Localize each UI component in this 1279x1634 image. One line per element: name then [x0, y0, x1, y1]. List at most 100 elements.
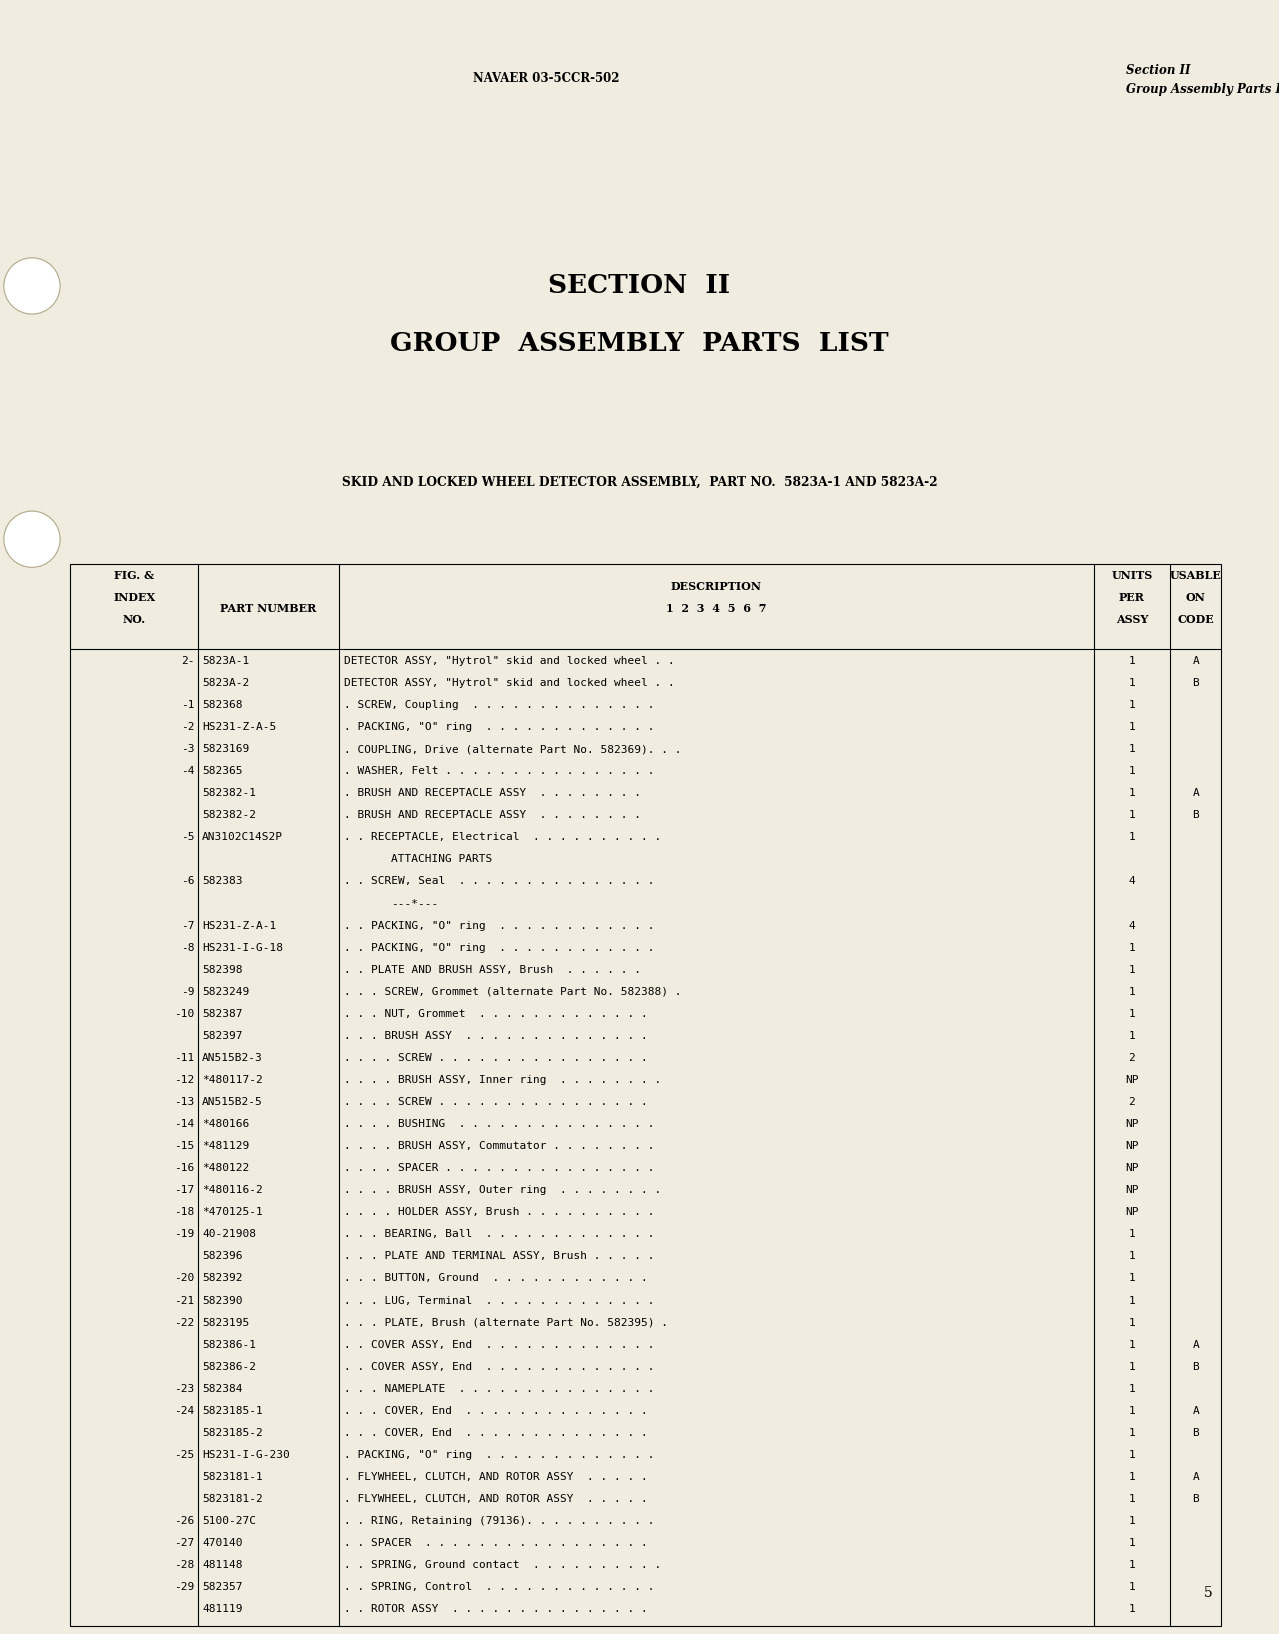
Text: . . . PLATE, Brush (alternate Part No. 582395) .: . . . PLATE, Brush (alternate Part No. 5… — [344, 1317, 668, 1327]
Text: -11: -11 — [174, 1052, 194, 1062]
Circle shape — [4, 511, 60, 567]
Text: 582396: 582396 — [202, 1252, 243, 1261]
Text: 1: 1 — [1128, 1605, 1136, 1614]
Text: 582386-2: 582386-2 — [202, 1361, 256, 1371]
Text: 1: 1 — [1128, 1405, 1136, 1415]
Text: 1: 1 — [1128, 1317, 1136, 1327]
Text: 582397: 582397 — [202, 1031, 243, 1041]
Text: 470140: 470140 — [202, 1538, 243, 1547]
Text: 1  2  3  4  5  6  7: 1 2 3 4 5 6 7 — [666, 603, 766, 614]
Text: -14: -14 — [174, 1119, 194, 1129]
Text: -4: -4 — [180, 766, 194, 776]
Text: 1: 1 — [1128, 1384, 1136, 1394]
Text: 5: 5 — [1205, 1587, 1212, 1600]
Text: 4: 4 — [1128, 920, 1136, 930]
Text: 1: 1 — [1128, 1538, 1136, 1547]
Text: DESCRIPTION: DESCRIPTION — [670, 582, 762, 592]
Text: . SCREW, Coupling  . . . . . . . . . . . . . .: . SCREW, Coupling . . . . . . . . . . . … — [344, 699, 655, 709]
Text: . COUPLING, Drive (alternate Part No. 582369). . .: . COUPLING, Drive (alternate Part No. 58… — [344, 743, 682, 753]
Text: -1: -1 — [180, 699, 194, 709]
Text: 1: 1 — [1128, 1273, 1136, 1283]
Text: -28: -28 — [174, 1560, 194, 1570]
Text: . . RING, Retaining (79136). . . . . . . . . .: . . RING, Retaining (79136). . . . . . .… — [344, 1516, 655, 1526]
Text: . . RECEPTACLE, Electrical  . . . . . . . . . .: . . RECEPTACLE, Electrical . . . . . . .… — [344, 832, 661, 842]
Text: -24: -24 — [174, 1405, 194, 1415]
Text: 2: 2 — [1128, 1096, 1136, 1106]
Text: A: A — [1192, 788, 1200, 797]
Text: 582386-1: 582386-1 — [202, 1340, 256, 1350]
Text: -27: -27 — [174, 1538, 194, 1547]
Text: -12: -12 — [174, 1075, 194, 1085]
Text: . . . COVER, End  . . . . . . . . . . . . . .: . . . COVER, End . . . . . . . . . . . .… — [344, 1405, 647, 1415]
Text: NP: NP — [1126, 1119, 1138, 1129]
Text: -2: -2 — [180, 722, 194, 732]
Text: *470125-1: *470125-1 — [202, 1208, 263, 1217]
Text: NP: NP — [1126, 1075, 1138, 1085]
Text: 40-21908: 40-21908 — [202, 1229, 256, 1239]
Text: -25: -25 — [174, 1449, 194, 1459]
Text: 1: 1 — [1128, 1560, 1136, 1570]
Text: NP: NP — [1126, 1141, 1138, 1150]
Text: 582382-2: 582382-2 — [202, 810, 256, 820]
Text: 1: 1 — [1128, 987, 1136, 997]
Text: . FLYWHEEL, CLUTCH, AND ROTOR ASSY  . . . . .: . FLYWHEEL, CLUTCH, AND ROTOR ASSY . . .… — [344, 1472, 647, 1482]
Text: 582357: 582357 — [202, 1582, 243, 1592]
Text: -9: -9 — [180, 987, 194, 997]
Text: . . SCREW, Seal  . . . . . . . . . . . . . . .: . . SCREW, Seal . . . . . . . . . . . . … — [344, 876, 655, 886]
Text: 5823A-1: 5823A-1 — [202, 655, 249, 665]
Text: 582383: 582383 — [202, 876, 243, 886]
Text: B: B — [1192, 1493, 1200, 1503]
Text: HS231-I-G-18: HS231-I-G-18 — [202, 943, 283, 953]
Text: 5823249: 5823249 — [202, 987, 249, 997]
Text: 481119: 481119 — [202, 1605, 243, 1614]
Text: 582365: 582365 — [202, 766, 243, 776]
Text: 1: 1 — [1128, 1229, 1136, 1239]
Text: 1: 1 — [1128, 1582, 1136, 1592]
Text: . . . BEARING, Ball  . . . . . . . . . . . . .: . . . BEARING, Ball . . . . . . . . . . … — [344, 1229, 655, 1239]
Text: . . SPACER  . . . . . . . . . . . . . . . . .: . . SPACER . . . . . . . . . . . . . . .… — [344, 1538, 647, 1547]
Text: 2-: 2- — [180, 655, 194, 665]
Text: -7: -7 — [180, 920, 194, 930]
Text: . . . . SCREW . . . . . . . . . . . . . . . .: . . . . SCREW . . . . . . . . . . . . . … — [344, 1096, 647, 1106]
Text: 1: 1 — [1128, 1252, 1136, 1261]
Text: -3: -3 — [180, 743, 194, 753]
Text: 1: 1 — [1128, 722, 1136, 732]
Text: SKID AND LOCKED WHEEL DETECTOR ASSEMBLY,  PART NO.  5823A-1 AND 5823A-2: SKID AND LOCKED WHEEL DETECTOR ASSEMBLY,… — [341, 475, 938, 489]
Text: 5823169: 5823169 — [202, 743, 249, 753]
Text: NP: NP — [1126, 1208, 1138, 1217]
Text: A: A — [1192, 1405, 1200, 1415]
Text: . . . SCREW, Grommet (alternate Part No. 582388) .: . . . SCREW, Grommet (alternate Part No.… — [344, 987, 682, 997]
Text: ---*---: ---*--- — [391, 899, 439, 909]
Text: . . PACKING, "O" ring  . . . . . . . . . . . .: . . PACKING, "O" ring . . . . . . . . . … — [344, 920, 655, 930]
Text: PART NUMBER: PART NUMBER — [220, 603, 317, 614]
Text: . . SPRING, Control  . . . . . . . . . . . . .: . . SPRING, Control . . . . . . . . . . … — [344, 1582, 655, 1592]
Text: NP: NP — [1126, 1185, 1138, 1194]
Text: FIG. &: FIG. & — [114, 570, 155, 580]
Text: NP: NP — [1126, 1163, 1138, 1173]
Text: 1: 1 — [1128, 699, 1136, 709]
Text: 1: 1 — [1128, 1031, 1136, 1041]
Text: . . PACKING, "O" ring  . . . . . . . . . . . .: . . PACKING, "O" ring . . . . . . . . . … — [344, 943, 655, 953]
Text: -18: -18 — [174, 1208, 194, 1217]
Text: 582368: 582368 — [202, 699, 243, 709]
Text: . PACKING, "O" ring  . . . . . . . . . . . . .: . PACKING, "O" ring . . . . . . . . . . … — [344, 1449, 655, 1459]
Text: 5100-27C: 5100-27C — [202, 1516, 256, 1526]
Text: B: B — [1192, 1428, 1200, 1438]
Text: *481129: *481129 — [202, 1141, 249, 1150]
Text: -19: -19 — [174, 1229, 194, 1239]
Text: 582387: 582387 — [202, 1008, 243, 1018]
Text: . . . BRUSH ASSY  . . . . . . . . . . . . . .: . . . BRUSH ASSY . . . . . . . . . . . .… — [344, 1031, 647, 1041]
Text: 1: 1 — [1128, 1340, 1136, 1350]
Text: 1: 1 — [1128, 743, 1136, 753]
Text: -17: -17 — [174, 1185, 194, 1194]
Text: 1: 1 — [1128, 1449, 1136, 1459]
Text: -5: -5 — [180, 832, 194, 842]
Text: . . . COVER, End  . . . . . . . . . . . . . .: . . . COVER, End . . . . . . . . . . . .… — [344, 1428, 647, 1438]
Text: DETECTOR ASSY, "Hytrol" skid and locked wheel . .: DETECTOR ASSY, "Hytrol" skid and locked … — [344, 655, 675, 665]
Text: AN515B2-5: AN515B2-5 — [202, 1096, 263, 1106]
Text: . . . . BRUSH ASSY, Commutator . . . . . . . .: . . . . BRUSH ASSY, Commutator . . . . .… — [344, 1141, 655, 1150]
Text: 1: 1 — [1128, 964, 1136, 974]
Text: 582398: 582398 — [202, 964, 243, 974]
Text: . . ROTOR ASSY  . . . . . . . . . . . . . . .: . . ROTOR ASSY . . . . . . . . . . . . .… — [344, 1605, 647, 1614]
Text: AN515B2-3: AN515B2-3 — [202, 1052, 263, 1062]
